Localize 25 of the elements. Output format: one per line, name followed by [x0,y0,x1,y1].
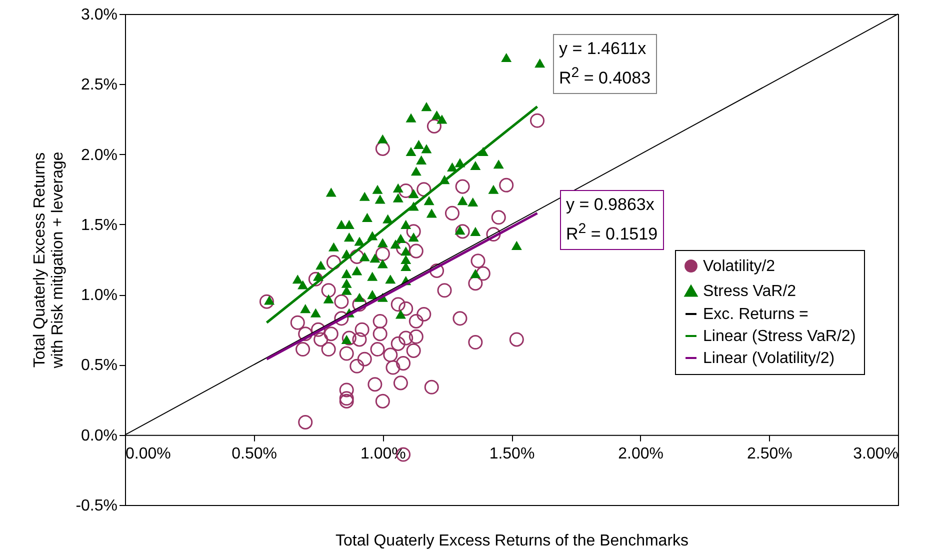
legend-label: Volatility/2 [703,258,776,275]
annotation: y = 1.4611x [559,38,648,60]
annotation: R$^{2}$ = 0.1519 [566,220,658,246]
x-tick-label: 2.00% [618,445,664,462]
x-tick-label: 3.00% [853,445,898,462]
x-tick-label: 2.50% [746,445,792,462]
y-tick-label: 0.5% [81,357,118,374]
annotation: R$^{2}$ = 0.4083 [559,64,651,90]
y-tick-label: 2.0% [81,146,118,164]
legend-label: Stress VaR/2 [703,283,796,300]
y-axis-title: Total Quaterly Excess Returns with Risk mitigation + leverage [32,152,67,370]
y-tick-label: 1.5% [81,216,118,234]
x-axis-title: Total Quaterly Excess Returns of the Benchmarks [335,532,689,550]
y-tick-label: 2.5% [81,76,118,94]
y-tick-label: 0.0% [81,427,118,444]
legend-label: Linear (Volatility/2) [703,350,835,367]
x-tick-label: 0.00% [126,445,171,462]
x-tick-label: 1.50% [489,445,535,462]
legend-label: Linear (Stress VaR/2) [703,328,856,345]
y-tick-label: -0.5% [76,498,118,514]
y-tick-label: 1.0% [81,287,118,304]
y-tick-label: 3.0% [81,6,118,24]
annotation: y = 0.9863x [566,194,656,216]
legend-label: Exc. Returns = [703,306,808,323]
x-tick-label: 0.50% [232,445,278,462]
